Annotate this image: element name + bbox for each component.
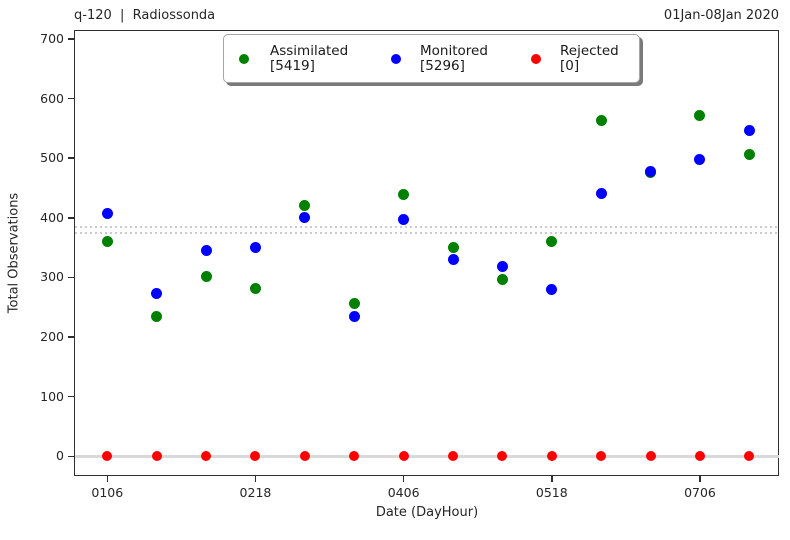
legend-label-rejected: Rejected	[560, 42, 619, 59]
monitored-point	[496, 261, 508, 273]
legend-count-monitored: [5296]	[420, 57, 465, 74]
assimilated-point	[151, 311, 163, 323]
y-tick-label: 0	[56, 448, 64, 464]
monitored-point	[348, 311, 360, 323]
dotted-reference-line	[74, 232, 779, 235]
rejected-point	[546, 451, 557, 462]
rejected-point	[151, 451, 162, 462]
rejected-marker-icon	[531, 53, 541, 64]
y-tick-mark	[68, 217, 75, 219]
y-tick-mark	[68, 38, 75, 40]
monitored-point	[595, 188, 607, 200]
legend-count-rejected: [0]	[560, 57, 580, 74]
monitored-point	[645, 166, 657, 178]
y-tick-mark	[68, 97, 75, 100]
x-tick-label: 0406	[387, 485, 420, 500]
x-tick-mark	[106, 476, 109, 482]
rejected-point	[645, 451, 656, 462]
x-tick-mark	[254, 476, 257, 482]
legend-label-assimilated: Assimilated	[270, 42, 349, 59]
x-tick-mark	[402, 476, 405, 482]
monitored-point	[151, 288, 163, 300]
monitored-point	[546, 283, 558, 295]
x-tick-label: 0106	[91, 485, 124, 500]
y-tick-mark	[68, 276, 75, 279]
dotted-reference-line	[74, 226, 779, 229]
zero-baseline	[74, 454, 779, 458]
y-tick-mark	[68, 395, 75, 398]
y-tick-label: 600	[40, 90, 64, 106]
monitored-point	[398, 214, 410, 226]
assimilated-point	[447, 242, 459, 254]
chart-title-right: 01Jan-08Jan 2020	[663, 8, 779, 23]
rejected-point	[299, 451, 310, 462]
rejected-point	[596, 451, 607, 462]
rejected-point	[744, 451, 755, 462]
plot-area	[74, 30, 779, 476]
y-tick-label: 400	[40, 209, 64, 225]
x-tick-mark	[699, 476, 701, 482]
rejected-point	[694, 451, 705, 462]
assimilated-point	[743, 149, 755, 161]
assimilated-point	[398, 189, 410, 201]
monitored-point	[694, 154, 706, 166]
rejected-point	[497, 451, 508, 462]
rejected-point	[201, 451, 212, 462]
monitored-point	[447, 254, 459, 266]
assimilated-marker-icon	[239, 53, 249, 64]
x-tick-label: 0518	[535, 485, 568, 500]
y-tick-label: 700	[40, 30, 64, 46]
assimilated-point	[249, 283, 261, 295]
chart-title-left: q-120 | Radiossonda	[74, 8, 216, 23]
x-tick-mark	[551, 476, 553, 482]
assimilated-point	[299, 199, 311, 211]
rejected-point	[448, 451, 459, 462]
assimilated-point	[348, 297, 360, 309]
rejected-point	[102, 451, 113, 462]
x-tick-label: 0218	[239, 485, 272, 500]
assimilated-point	[595, 115, 607, 127]
y-tick-label: 500	[40, 150, 64, 166]
y-axis-label: Total Observations	[6, 192, 22, 314]
rejected-point	[349, 451, 360, 462]
monitored-point	[743, 124, 755, 136]
monitored-point	[101, 208, 113, 220]
assimilated-point	[101, 235, 113, 247]
y-tick-mark	[68, 157, 75, 159]
assimilated-point	[496, 274, 508, 286]
rejected-point	[250, 451, 261, 462]
rejected-point	[398, 451, 409, 462]
legend-count-assimilated: [5419]	[270, 57, 315, 74]
x-axis-label: Date (DayHour)	[375, 505, 479, 520]
assimilated-point	[546, 235, 558, 247]
monitored-point	[249, 241, 261, 253]
y-tick-mark	[68, 455, 75, 458]
monitored-point	[200, 245, 212, 257]
assimilated-point	[694, 109, 706, 121]
y-tick-label: 100	[40, 388, 64, 404]
y-tick-mark	[68, 336, 75, 338]
legend-label-monitored: Monitored	[420, 42, 488, 59]
assimilated-point	[200, 270, 212, 282]
monitored-point	[299, 212, 311, 224]
y-tick-label: 200	[40, 329, 64, 345]
legend: Assimilated [5419] Monitored [5296] Reje…	[223, 34, 640, 83]
y-tick-label: 300	[40, 269, 64, 285]
x-tick-label: 0706	[684, 485, 716, 500]
monitored-marker-icon	[391, 53, 401, 64]
